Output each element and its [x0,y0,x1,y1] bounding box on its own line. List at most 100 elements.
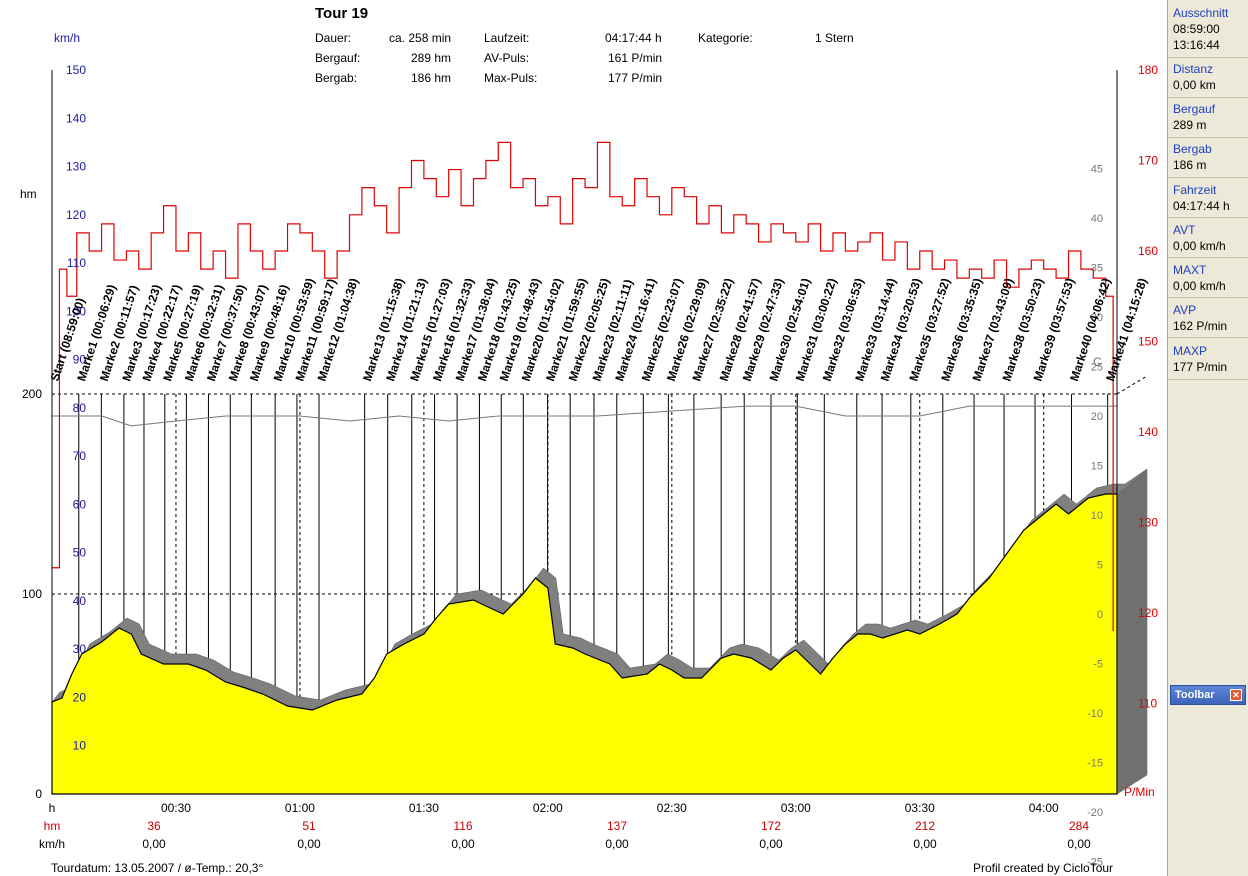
kmh-tick-label: 110 [67,256,86,270]
hm-gridline-perspective [1116,375,1148,395]
bottom-row-value: 0,00 [451,837,475,851]
sidebar-value: 04:17:44 h [1173,199,1230,213]
kmh-tick-label: 90 [73,353,87,367]
x-tick-label: 03:00 [781,801,811,815]
bottom-row-value: 0,00 [297,837,321,851]
temp-tick-label: 45 [1091,164,1103,176]
sidebar-label: MAXP [1173,344,1208,358]
axes: km/hhmP/MinC0100200102030405060708090100… [20,31,1158,869]
bottom-row-value: 137 [607,819,627,833]
hm-tick-label: 100 [22,587,42,601]
credits-footer: Profil created by CicloTour [973,861,1114,875]
sidebar-value: 162 P/min [1173,319,1228,333]
sidebar-label: Distanz [1173,62,1214,76]
hm-tick-label: 0 [35,787,42,801]
temperature-line [52,405,1117,427]
bottom-row-value: 116 [453,819,472,833]
bottom-row-value: 0,00 [759,837,783,851]
bottom-row-value: 36 [147,819,161,833]
temp-tick-label: 15 [1091,461,1103,473]
bottom-row-value: 284 [1069,819,1089,833]
sidebar-group-avp[interactable]: AVP 162 P/min [1168,297,1248,338]
stat-label-max-pulse: Max-Puls: [484,71,538,85]
sidebar-value: 0,00 km/h [1173,279,1226,293]
sidebar-label: MAXT [1173,263,1207,277]
pulse-line [52,141,1114,632]
stat-label-duration: Dauer: [315,31,352,45]
toolbar-panel[interactable]: Toolbar ✕ [1170,685,1246,705]
x-tick-label: 04:00 [1029,801,1059,815]
x-tick-label: 00:30 [161,801,191,815]
info-sidebar: Ausschnitt 08:59:00 13:16:44 Distanz 0,0… [1167,0,1248,876]
stat-label-category: Kategorie: [698,31,753,45]
pulse-axis-label: P/Min [1124,785,1155,799]
temp-tick-label: -10 [1087,708,1103,720]
sidebar-group-avt[interactable]: AVT 0,00 km/h [1168,217,1248,258]
stat-value-avg-pulse: 161 P/min [608,51,663,65]
pulse-series [52,141,1114,632]
sidebar-value: 186 m [1173,158,1207,172]
pulse-tick-label: 110 [1138,697,1157,711]
bottom-row-value: 172 [761,819,781,833]
x-unit-label: h [49,801,56,815]
altitude-profile-chart: km/hhmP/MinC0100200102030405060708090100… [20,31,1158,869]
bottom-row-label: km/h [39,837,65,851]
sidebar-group-ausschnitt[interactable]: Ausschnitt 08:59:00 13:16:44 [1168,0,1248,58]
toolbar-label: Toolbar [1175,689,1215,701]
stat-label-avg-pulse: AV-Puls: [484,51,530,65]
bottom-rows: hm 36 51 116 137 172 212 284 km/h 0,00 0,00 0,00 0,0… [39,819,1091,851]
temp-tick-label: 30 [1091,312,1103,324]
pulse-tick-label: 130 [1138,516,1158,530]
bottom-row-value: 0,00 [142,837,166,851]
hm-tick-label: 200 [22,387,42,401]
temperature-series [52,405,1117,427]
x-tick-label: 02:00 [533,801,563,815]
hm-axis-label: hm [20,187,37,201]
sidebar-value: 08:59:00 [1173,22,1220,36]
temp-tick-label: -20 [1087,807,1103,819]
sidebar-group-maxt[interactable]: MAXT 0,00 km/h [1168,257,1248,298]
stat-value-ascent: 289 hm [411,51,452,65]
temp-tick-label: 5 [1097,560,1103,572]
kmh-tick-label: 150 [66,63,86,77]
pulse-tick-label: 160 [1138,244,1158,258]
kmh-tick-label: 140 [66,111,86,125]
temp-tick-label: 40 [1091,213,1103,225]
sidebar-value: 0,00 km/h [1173,239,1226,253]
temp-tick-label: -15 [1087,758,1103,770]
sidebar-group-maxp[interactable]: MAXP 177 P/min [1168,337,1248,380]
stat-value-runtime: 04:17:44 h [605,31,662,45]
temp-axis-label: C [1093,355,1102,369]
pulse-tick-label: 150 [1138,335,1158,349]
kmh-tick-label: 40 [73,594,87,608]
stat-label-ascent: Bergauf: [315,51,361,65]
sidebar-group-bergauf[interactable]: Bergauf 289 m [1168,97,1248,138]
sidebar-label: AVP [1173,303,1197,317]
sidebar-group-distanz[interactable]: Distanz 0,00 km [1168,57,1248,98]
close-icon[interactable]: ✕ [1230,689,1242,701]
bottom-row-value: 0,00 [1067,837,1091,851]
marker-labels: Start (08:59:00)Marke1 (00:06:29)Marke2 … [48,276,1150,382]
stat-value-duration: ca. 258 min [389,31,452,45]
x-tick-label: 01:30 [409,801,439,815]
temp-tick-label: 20 [1091,411,1103,423]
sidebar-group-fahrzeit[interactable]: Fahrzeit 04:17:44 h [1168,177,1248,218]
tour-title: Tour 19 [315,5,369,22]
kmh-tick-label: 10 [73,739,87,753]
stat-value-max-pulse: 177 P/min [608,71,663,85]
kmh-tick-label: 20 [73,690,87,704]
kmh-tick-label: 50 [73,546,87,560]
x-tick-label: 02:30 [657,801,687,815]
sidebar-value: 289 m [1173,118,1207,132]
kmh-axis-label: km/h [54,31,80,45]
sidebar-value: 13:16:44 [1173,38,1220,52]
marker-label: Marke41 (04:15:28) [1103,276,1150,382]
sidebar-label: Bergauf [1173,102,1216,116]
stat-label-descent: Bergab: [315,71,358,85]
bottom-row-value: 0,00 [913,837,937,851]
sidebar-label: Bergab [1173,142,1212,156]
x-tick-label: 03:30 [905,801,935,815]
temp-tick-label: 35 [1091,263,1103,275]
sidebar-group-bergab[interactable]: Bergab 186 m [1168,137,1248,178]
temp-tick-label: 0 [1097,609,1103,621]
